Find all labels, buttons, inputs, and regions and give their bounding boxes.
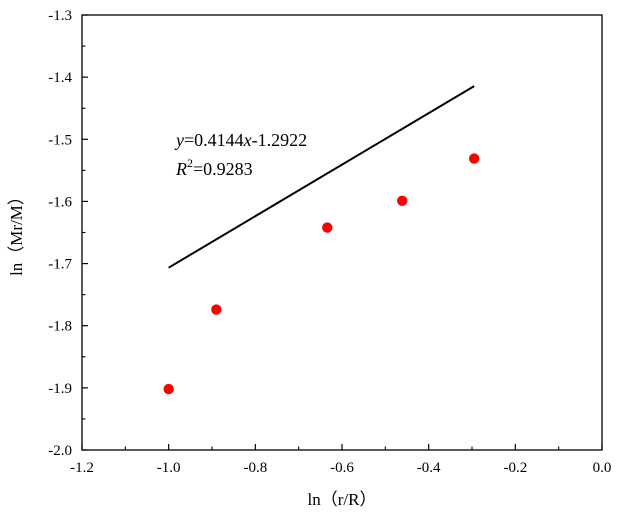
x-tick-label: -0.6 [330, 460, 354, 476]
y-tick-label: -1.9 [48, 381, 72, 397]
equation-x: x [243, 130, 252, 150]
data-point [468, 153, 480, 164]
y-tick-label: -1.3 [48, 8, 72, 24]
data-point [211, 304, 222, 315]
equation-y: y [174, 130, 184, 150]
r-squared: R2=0.9283 [175, 156, 253, 179]
r2-value: =0.9283 [193, 159, 253, 179]
data-points [163, 153, 480, 395]
r2-base: R [175, 159, 187, 179]
x-tick-label: -0.4 [417, 460, 441, 476]
data-point [163, 383, 174, 395]
equation-rest: -1.2922 [252, 130, 308, 150]
x-tick-label: -0.2 [503, 460, 527, 476]
y-tick-label: -2.0 [48, 443, 72, 459]
y-axis-label: ln（Mr/M） [7, 188, 26, 276]
data-point [322, 222, 333, 233]
fit-line [168, 85, 475, 269]
x-tick-label: -1.0 [157, 460, 181, 476]
data-point [397, 195, 408, 207]
r2-exp: 2 [187, 156, 193, 170]
regression-equation: y=0.4144x-1.2922 [174, 130, 307, 150]
x-tick-label: -1.2 [70, 460, 94, 476]
y-tick-label: -1.7 [48, 257, 72, 273]
y-tick-label: -1.4 [48, 70, 72, 86]
x-tick-label: 0.0 [593, 460, 612, 476]
x-tick-label: -0.8 [243, 460, 267, 476]
y-tick-label: -1.6 [48, 194, 72, 210]
y-tick-label: -1.5 [48, 132, 72, 148]
y-tick-label: -1.8 [48, 319, 72, 335]
axis-tick-labels: -1.2 -1.0 -0.8 -0.6 -0.4 -0.2 0.0 -1.3 -1.4 -1.5 -… [48, 8, 611, 476]
axis-ticks [81, 14, 603, 451]
equation-mid: =0.4144 [184, 130, 244, 150]
x-axis-label: ln（r/R） [308, 490, 377, 509]
plot-frame [81, 14, 603, 451]
